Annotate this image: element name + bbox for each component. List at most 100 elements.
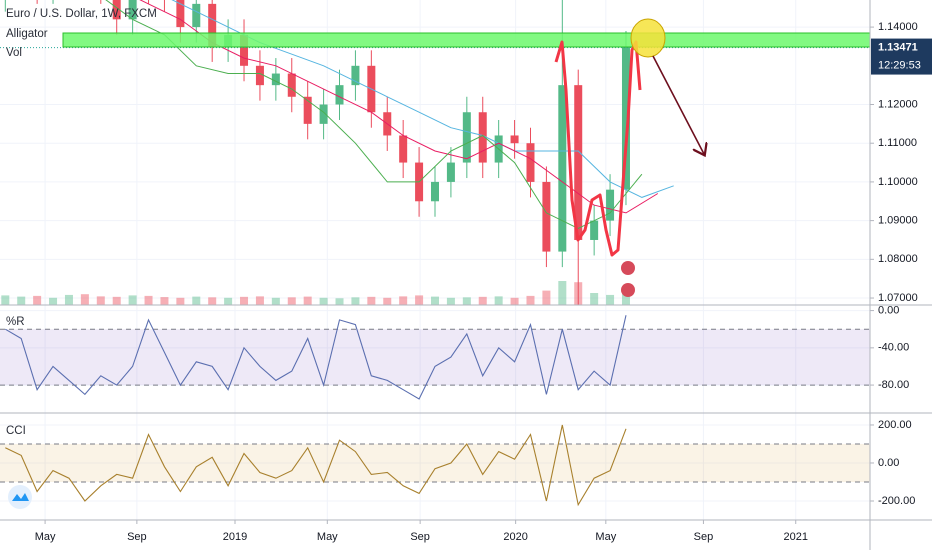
x-tick-label: May — [35, 531, 56, 543]
x-tick-label: Sep — [694, 531, 714, 543]
indicator-label: Vol — [6, 47, 22, 59]
volume-bar — [415, 295, 424, 305]
highlight-ellipse — [630, 18, 666, 58]
volume-bar — [255, 296, 264, 305]
candle-body — [431, 181, 439, 202]
volume-bar — [49, 297, 58, 305]
pane-title: %R — [6, 316, 25, 328]
level-band — [0, 329, 870, 386]
candle-body — [271, 73, 280, 86]
candle-body — [399, 135, 408, 163]
x-tick-label: 2019 — [223, 531, 247, 543]
volume-bar — [1, 295, 10, 305]
y-tick-label: 200.00 — [878, 419, 912, 431]
volume-bar — [431, 296, 439, 305]
y-tick-label: 1.11000 — [878, 137, 917, 149]
volume-bar — [383, 297, 392, 305]
y-tick-label: -40.00 — [878, 342, 909, 354]
logo-mark — [12, 493, 29, 501]
volume-bar — [208, 297, 217, 305]
level-band — [0, 443, 870, 482]
y-tick-label: 1.09000 — [878, 215, 918, 227]
volume-bar — [335, 298, 344, 305]
x-tick-label: Sep — [410, 531, 430, 543]
x-tick-label: Sep — [127, 531, 147, 543]
candle-body — [112, 0, 121, 20]
volume-bar — [271, 297, 280, 305]
volume-bar — [160, 297, 169, 305]
resistance-zone — [62, 32, 871, 48]
x-tick-label: May — [595, 531, 616, 543]
arrow — [652, 55, 704, 154]
volume-bar — [224, 297, 233, 305]
y-tick-label: 0.00 — [878, 457, 899, 469]
candle-body — [287, 73, 296, 97]
last-price-label: 1.13471 — [878, 41, 918, 53]
event-flag — [621, 261, 635, 275]
candle-body — [446, 162, 455, 182]
volume-bar — [112, 296, 121, 305]
candle-body — [542, 181, 551, 252]
volume-bar — [17, 296, 26, 305]
symbol-title: Euro / U.S. Dollar, 1W, FXCM — [6, 8, 157, 20]
candle-body — [510, 135, 519, 144]
volume-bar — [192, 296, 201, 305]
volume-bar — [478, 296, 487, 305]
candle-body — [240, 34, 249, 66]
volume-bar — [399, 296, 408, 305]
candle-body — [255, 65, 264, 86]
y-tick-label: -80.00 — [878, 379, 909, 391]
volume-bar — [351, 297, 360, 305]
hand-drawn-path — [554, 40, 642, 257]
volume-bar — [176, 297, 185, 305]
volume-bar — [462, 297, 471, 305]
y-tick-label: 0.00 — [878, 304, 899, 316]
volume-bar — [621, 294, 630, 305]
countdown-label: 12:29:53 — [878, 59, 921, 71]
volume-bar — [144, 295, 153, 305]
candle-body — [574, 85, 583, 240]
event-flag — [621, 283, 635, 297]
alligator-line — [105, 0, 643, 229]
logo[interactable] — [8, 485, 32, 509]
pane-title: CCI — [6, 425, 26, 437]
x-tick-label: 2020 — [503, 531, 527, 543]
volume-bar — [287, 297, 296, 305]
volume-bar — [303, 296, 312, 305]
volume-bar — [367, 296, 376, 305]
drawings — [62, 18, 871, 297]
indicator-label: Alligator — [6, 28, 48, 40]
volume-bar — [96, 296, 105, 305]
last-price-box — [871, 38, 932, 75]
volume-bar — [446, 297, 455, 305]
volume-bar — [33, 295, 42, 305]
candle-body — [303, 96, 312, 124]
indicator-line — [5, 424, 627, 507]
volume-bar — [64, 294, 73, 305]
volume-bar — [558, 281, 567, 305]
cci-pane — [0, 413, 870, 520]
alligator-line — [171, 0, 674, 198]
volume-bar — [510, 297, 519, 305]
candle-body — [462, 112, 471, 163]
candle-body — [606, 189, 615, 221]
candle-body — [208, 3, 217, 47]
candle-body — [558, 85, 567, 252]
volume-bar — [606, 294, 615, 305]
candle-body — [176, 0, 185, 28]
x-tick-label: 2021 — [783, 531, 807, 543]
y-tick-label: 1.12000 — [878, 98, 918, 110]
candle-body — [590, 220, 599, 240]
candle-body — [319, 104, 328, 124]
y-tick-label: -200.00 — [878, 495, 915, 507]
volume-bar — [542, 290, 551, 305]
volume-bar — [494, 296, 503, 305]
candle-body — [335, 85, 344, 105]
y-tick-label: 1.07000 — [878, 292, 918, 304]
volume-bar — [240, 296, 249, 305]
volume-bar — [590, 293, 599, 305]
y-tick-label: 1.14000 — [878, 21, 918, 33]
volume-bar — [319, 297, 328, 305]
y-tick-label: 1.08000 — [878, 253, 918, 265]
